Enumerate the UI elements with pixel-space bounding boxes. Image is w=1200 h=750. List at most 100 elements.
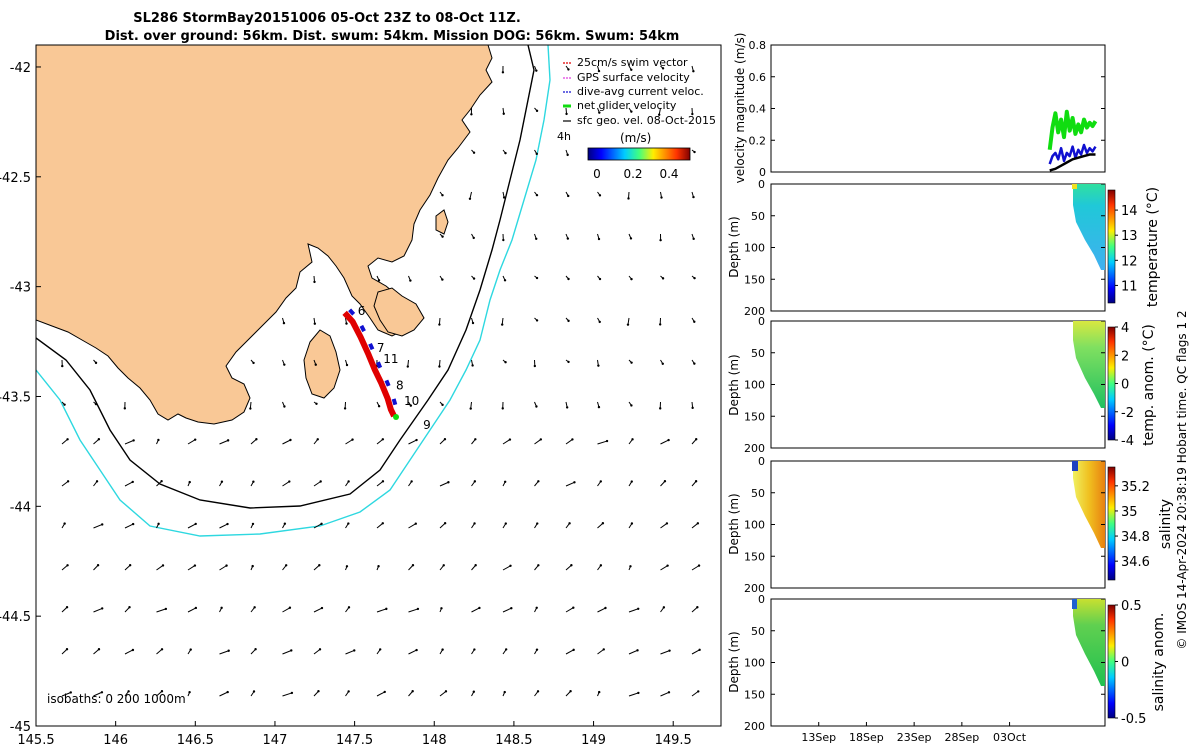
current-arrow-head (691, 406, 694, 410)
current-arrow (124, 523, 134, 529)
current-arrow (408, 608, 419, 613)
current-arrow-head (101, 523, 104, 526)
current-arrow (187, 565, 196, 571)
temperature-ylabel: Depth (m) (727, 216, 741, 277)
land-tasmania (36, 45, 493, 425)
current-arrow-head (253, 606, 256, 609)
temperature-colorbar (1107, 189, 1116, 304)
date-tick-label: 03Oct (993, 731, 1027, 744)
land-tasman-peninsula (373, 287, 425, 337)
depth-ytick-label: 200 (744, 442, 765, 455)
current-arrow-head (252, 361, 255, 365)
current-arrow-head (659, 238, 662, 242)
current-vector-field (61, 65, 701, 697)
current-arrow-head (567, 360, 570, 364)
velocity-series-line (1048, 143, 1097, 165)
current-arrow-head (661, 362, 664, 365)
colorbar-tick-2: 0.4 (659, 167, 678, 181)
current-arrow-head (537, 480, 540, 483)
current-arrow-head (474, 438, 477, 441)
current-arrow (282, 481, 290, 487)
current-arrow-head (255, 438, 258, 441)
current-arrow-head (503, 480, 507, 484)
current-arrow-head (657, 113, 661, 116)
cbar-tick-label: -2 (1121, 406, 1134, 421)
track-day-label: 9 (423, 418, 431, 432)
current-arrow-head (409, 404, 413, 407)
track-day-label: 10 (404, 394, 419, 408)
current-arrow-head (227, 649, 230, 652)
current-arrow (565, 481, 575, 487)
current-arrow-head (100, 691, 104, 694)
salinity-colorbar (1107, 466, 1116, 581)
current-arrow (565, 607, 574, 613)
velocity-axes: 0 0.2 0.4 0.6 0.8 (749, 39, 1105, 179)
salinity-panel: 0 50 100 150 200 Depth (m) 34.6 34.8 35 35.2 sa… (727, 455, 1174, 595)
current-arrow-head (667, 691, 671, 694)
current-arrow-head (193, 438, 197, 441)
current-arrow-head (598, 320, 601, 324)
current-arrow-head (283, 363, 286, 366)
salinity-anomaly-cbar-label: salinity anom. (1151, 613, 1167, 712)
current-arrow-head (442, 564, 445, 567)
current-arrow-head (572, 606, 575, 609)
current-arrow-head (569, 690, 572, 693)
current-arrow-head (567, 319, 570, 323)
velocity-series-line (1047, 109, 1098, 151)
current-arrow-head (131, 480, 134, 484)
current-arrow (660, 691, 670, 697)
current-arrow-head (194, 606, 198, 610)
current-arrow-head (385, 607, 388, 611)
salinity-axes: 0 50 100 150 200 (744, 455, 1105, 595)
current-arrow-head (226, 439, 230, 442)
current-arrow-head (599, 480, 602, 483)
current-arrow-head (567, 68, 570, 71)
current-arrow-head (378, 648, 382, 651)
salinity-anomaly-frame (770, 598, 1106, 727)
current-arrow-head (406, 365, 409, 368)
glider-track (342, 308, 401, 421)
current-arrow (313, 607, 323, 613)
current-arrow-head (226, 522, 229, 526)
current-arrow-head (254, 648, 257, 651)
current-arrow (156, 565, 164, 571)
current-arrow-head (316, 438, 319, 441)
salinity-anomaly-ylabel: Depth (m) (727, 631, 741, 692)
current-arrow-head (289, 438, 292, 442)
legend-scale-label: 4h (557, 130, 571, 143)
temperature-surface-patch (1072, 184, 1077, 189)
current-arrow-head (318, 564, 321, 567)
current-arrow-head (249, 407, 252, 410)
current-arrow-head (314, 363, 317, 366)
current-arrow-head (447, 481, 450, 484)
current-arrow-head (533, 364, 537, 368)
current-arrow (439, 481, 449, 487)
velocity-ylabel: velocity magnitude (m/s) (733, 33, 747, 184)
cbar-tick-label: 2 (1121, 349, 1129, 364)
current-arrow-head (572, 648, 575, 652)
current-arrow (502, 607, 512, 613)
current-arrow (597, 648, 605, 655)
cbar-tick-label: 14 (1121, 204, 1138, 219)
current-arrow (691, 690, 699, 697)
current-arrow-head (599, 564, 603, 567)
depth-ytick-label: 0 (758, 455, 765, 468)
current-arrow (408, 649, 417, 655)
current-arrow-head (567, 277, 570, 281)
legend-net-glider: net glider velocity (577, 99, 677, 112)
current-arrow (660, 523, 668, 529)
current-arrow-head (97, 648, 101, 651)
current-arrow-head (345, 565, 349, 568)
title-line-2: Dist. over ground: 56km. Dist. swum: 54k… (105, 29, 680, 44)
current-arrow (156, 690, 163, 697)
current-arrow-head (693, 362, 696, 365)
depth-ytick-label: 150 (744, 273, 765, 286)
current-arrow-head (164, 607, 168, 611)
isobath-1000m (36, 45, 551, 537)
current-arrow-head (630, 404, 633, 407)
current-arrow (93, 691, 103, 697)
current-arrow-head (317, 690, 320, 693)
map-ytick-label: -43 (10, 281, 31, 296)
velocity-ytick-label: 0.6 (749, 71, 767, 84)
velocity-frame (770, 44, 1106, 173)
